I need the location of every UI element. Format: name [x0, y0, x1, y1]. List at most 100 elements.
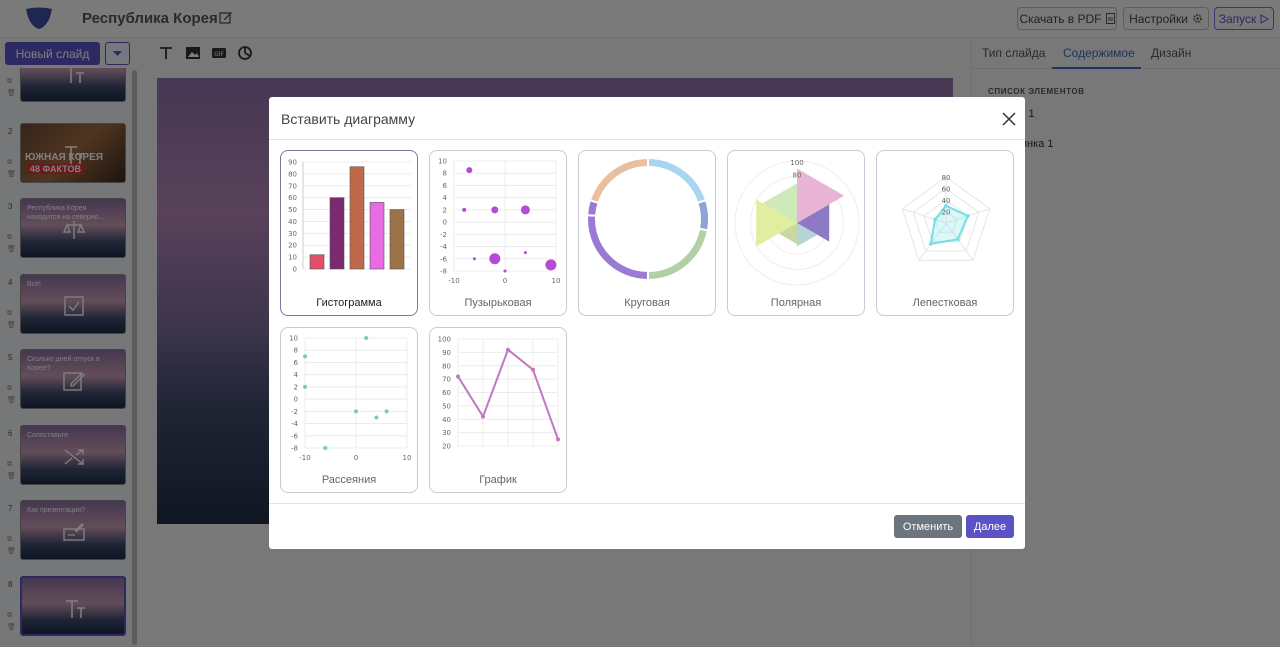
chart-type-label: График [479, 474, 517, 486]
chart-type-bar-card[interactable]: 0 10 20 30 40 50 60 70 80 90 Гистограмма [280, 150, 418, 316]
y-tick-label: 10 [288, 254, 297, 262]
radar-grid [912, 187, 980, 252]
y-tick-label: -6 [440, 255, 448, 263]
polar-segment [778, 223, 797, 245]
radar-point [928, 242, 933, 246]
bubble [462, 207, 467, 212]
chart-type-label: Гистограмма [316, 297, 382, 309]
chart-type-label: Рассеяния [321, 474, 377, 486]
bubble [466, 167, 473, 174]
next-button[interactable]: Далее [966, 515, 1014, 538]
scatter-point [374, 415, 379, 420]
y-tick-label: 0 [443, 219, 447, 227]
y-tick-label: 2 [294, 383, 298, 391]
chart-type-label: Полярная [770, 297, 822, 309]
y-tick-label: 20 [288, 242, 297, 250]
pie-chart-preview [586, 156, 710, 282]
radar-spoke [945, 222, 974, 261]
y-tick-label: 100 [438, 336, 451, 344]
y-tick-label: 90 [442, 349, 451, 357]
y-tick-label: -4 [291, 420, 299, 428]
y-tick-label: 70 [288, 182, 297, 190]
close-icon[interactable] [1002, 112, 1016, 126]
pie-slice [588, 156, 649, 205]
r-tick-label: 40 [942, 197, 951, 205]
bubble [491, 206, 499, 214]
chart-type-scatter-card[interactable]: 10 8 6 4 2 0 -2 -4 -6 -8 -10 0 10 Рассеяния [280, 327, 418, 493]
dialog-title: Вставить диаграмму [281, 111, 416, 127]
y-tick-label: 50 [288, 206, 297, 214]
polar-grid-ring [734, 160, 860, 286]
bubble [520, 205, 530, 215]
line-point [531, 367, 535, 372]
bar [389, 209, 405, 270]
y-tick-label: 30 [442, 429, 451, 437]
y-tick-label: 0 [293, 266, 297, 274]
bubble [489, 253, 501, 265]
chart-type-line-card[interactable]: 100 90 80 70 60 50 40 30 20 График [429, 327, 567, 493]
radar-series [929, 204, 970, 246]
y-tick-label: 30 [288, 230, 297, 238]
y-tick-label: 10 [289, 335, 298, 343]
bubble [523, 251, 527, 255]
line-point [506, 347, 510, 352]
radar-spoke [918, 222, 947, 261]
polar-segment [797, 204, 830, 242]
dialog-footer-divider [269, 503, 1025, 504]
radar-point [956, 237, 960, 242]
y-tick-label: -4 [440, 243, 448, 251]
chart-type-pie-card[interactable]: Круговая [578, 150, 716, 316]
chart-type-bubble-card[interactable]: 10 8 6 4 2 0 -2 -4 -6 -8 -10 0 10 Пузырьковая [429, 150, 567, 316]
bar-chart-preview: 0 10 20 30 40 50 60 70 80 90 [288, 159, 411, 274]
bubble [472, 257, 476, 261]
scatter-point [364, 336, 369, 340]
bubble [503, 269, 507, 273]
line-point [481, 414, 485, 419]
radar-spoke [902, 208, 947, 224]
x-tick-label: 10 [552, 277, 561, 285]
scatter-point [384, 409, 389, 414]
y-tick-label: -8 [291, 445, 298, 453]
bar [309, 254, 325, 270]
x-tick-label: 0 [354, 454, 358, 462]
y-tick-label: -2 [291, 408, 298, 416]
r-tick-label: 60 [942, 186, 951, 194]
polar-segment [756, 199, 797, 247]
cancel-button[interactable]: Отменить [894, 515, 962, 538]
y-tick-label: 4 [443, 194, 448, 202]
scatter-chart-preview: 10 8 6 4 2 0 -2 -4 -6 -8-10 0 10 [289, 335, 412, 463]
scatter-point [303, 384, 307, 389]
bar [369, 202, 385, 270]
chart-type-radar-card[interactable]: 80 60 40 20 Лепестковая [876, 150, 1014, 316]
bar [349, 166, 365, 270]
x-tick-label: 0 [503, 277, 507, 285]
x-tick-label: 10 [403, 454, 412, 462]
chart-type-polar-card[interactable]: 100 80 Полярная [727, 150, 865, 316]
y-tick-label: 60 [288, 194, 297, 202]
y-tick-label: -6 [291, 432, 299, 440]
line-chart-preview: 100 90 80 70 60 50 40 30 20 [438, 336, 560, 451]
radar-point [966, 214, 970, 218]
y-tick-label: 40 [442, 416, 451, 424]
y-tick-label: 4 [294, 371, 299, 379]
insert-chart-dialog: Вставить диаграмму 0 10 20 30 40 50 60 70 80 90 Г… [269, 97, 1025, 549]
radar-point [944, 203, 948, 208]
y-tick-label: 80 [442, 362, 451, 370]
polar-segment [797, 168, 845, 223]
radar-grid [901, 176, 991, 261]
y-tick-label: 6 [294, 359, 299, 367]
x-tick-label: -10 [299, 454, 310, 462]
y-tick-label: 20 [442, 443, 451, 451]
y-tick-label: 50 [442, 402, 451, 410]
pie-slice [586, 214, 649, 282]
polar-segment [762, 183, 797, 223]
x-tick-label: -10 [448, 277, 459, 285]
y-tick-label: 6 [443, 182, 448, 190]
radar-point [933, 217, 937, 222]
y-tick-label: -8 [440, 268, 447, 276]
bar [329, 197, 345, 270]
chart-type-label: Круговая [624, 297, 670, 309]
y-tick-label: 0 [294, 396, 298, 404]
line-point [456, 374, 460, 379]
